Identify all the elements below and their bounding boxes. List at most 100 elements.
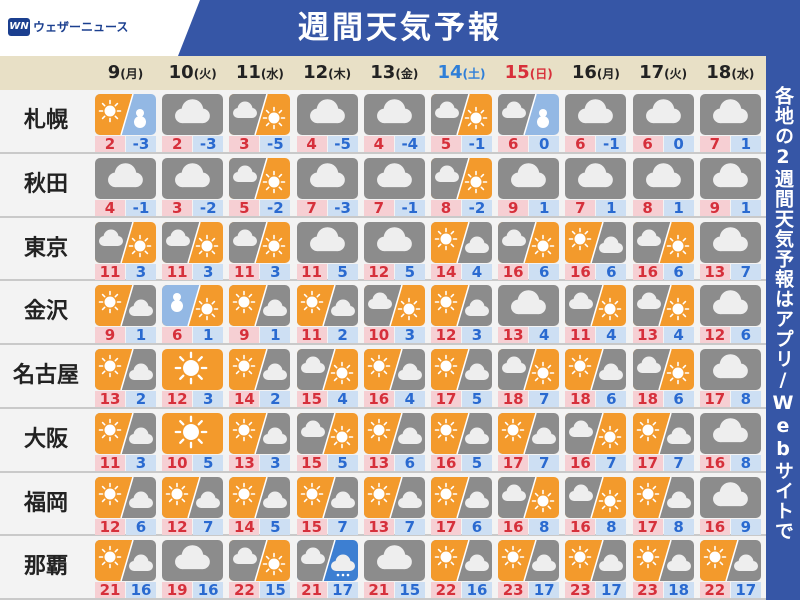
cloud — [115, 178, 136, 187]
high-temp: 2 — [162, 136, 193, 152]
low-temp: 4 — [663, 327, 694, 344]
sun-ray — [266, 186, 270, 190]
sun — [373, 360, 385, 372]
weather-icon — [565, 285, 627, 327]
icon-divider — [523, 476, 537, 518]
sun-ray — [614, 505, 619, 509]
cloud — [641, 367, 656, 373]
sun-ray — [278, 237, 283, 241]
sun — [268, 176, 280, 188]
sun-ray — [383, 421, 388, 426]
weather-icon — [632, 94, 694, 135]
icon-divider — [657, 476, 672, 518]
low-temp: -1 — [462, 136, 492, 152]
weather-icon — [162, 285, 224, 327]
sun-ray — [602, 505, 606, 509]
cloud — [305, 558, 320, 565]
day-label: 12(木) — [294, 58, 361, 88]
high-temp: 7 — [296, 199, 327, 216]
high-temp: 12 — [95, 518, 125, 535]
cloud — [305, 430, 320, 437]
low-temp: 1 — [193, 327, 224, 344]
weekday: (金) — [395, 67, 419, 81]
sun-ray — [278, 109, 283, 114]
low-temp: 16 — [193, 582, 224, 599]
icon-divider — [523, 349, 537, 390]
weather-icon — [699, 157, 761, 199]
sun-ray — [450, 230, 455, 234]
cloud — [104, 239, 118, 246]
sun-ray — [437, 498, 442, 502]
sun-ray — [682, 301, 686, 305]
weather-icon — [498, 476, 560, 518]
sun-ray — [101, 561, 106, 566]
sun — [672, 367, 684, 379]
sun-ray — [602, 492, 606, 496]
sun-ray — [602, 441, 606, 445]
icon-divider — [120, 94, 134, 135]
icon-body — [363, 221, 425, 263]
icon-body — [363, 94, 425, 135]
low-temp: 5 — [327, 454, 358, 471]
weather-icon — [699, 221, 761, 263]
cloud — [671, 565, 686, 572]
cloud — [537, 565, 552, 572]
sun — [104, 488, 116, 499]
icon-body — [565, 540, 627, 582]
high-temp: 22 — [699, 582, 730, 599]
day-label: 16(月) — [562, 58, 629, 88]
icon-body — [363, 157, 425, 199]
sun-ray — [480, 173, 485, 178]
cloud — [537, 437, 552, 444]
sun-ray — [547, 505, 552, 509]
sun — [238, 360, 250, 372]
sun-ray — [652, 421, 656, 426]
sun — [373, 424, 385, 436]
sun-ray — [114, 434, 119, 438]
sun-ray — [652, 549, 656, 553]
icon-body — [296, 412, 358, 454]
cloud — [641, 239, 656, 246]
high-temp: 18 — [632, 391, 663, 407]
weather-icon — [498, 221, 560, 263]
cloud — [201, 501, 216, 508]
sun-ray — [639, 485, 644, 489]
sun-ray — [383, 485, 388, 489]
low-temp: 6 — [462, 518, 492, 535]
cloud — [316, 114, 338, 124]
cloud — [238, 558, 253, 565]
weather-icon — [229, 476, 291, 518]
low-temp: 2 — [126, 391, 156, 407]
high-temp: 4 — [296, 136, 327, 152]
sun-ray — [572, 549, 576, 553]
sun — [336, 431, 348, 443]
low-temp: 3 — [260, 454, 291, 471]
icon-divider — [590, 285, 605, 327]
high-temp: 16 — [363, 391, 394, 407]
icon-body — [229, 285, 291, 327]
sun-ray — [669, 377, 674, 382]
high-temp: 19 — [162, 582, 193, 599]
low-temp: 4 — [596, 327, 627, 344]
weather-icon — [565, 157, 627, 199]
cloud — [652, 178, 674, 187]
high-temp: 21 — [296, 582, 327, 599]
cloud — [134, 437, 148, 444]
weather-icon — [565, 221, 627, 263]
icon-body — [296, 221, 358, 263]
day-number: 16 — [571, 62, 597, 83]
city-label: 那覇 — [23, 554, 68, 580]
cloud — [585, 178, 606, 187]
low-temp: 17 — [327, 582, 358, 599]
low-temp: 6 — [596, 263, 627, 280]
icon-divider — [254, 221, 269, 263]
sun-ray — [639, 561, 644, 566]
sun-ray — [450, 485, 455, 489]
sun — [537, 240, 549, 251]
low-temp: -2 — [462, 199, 492, 216]
sun — [574, 551, 586, 563]
low-temp: -1 — [394, 199, 425, 216]
high-temp: 13 — [363, 454, 394, 471]
weather-icon — [229, 285, 291, 327]
